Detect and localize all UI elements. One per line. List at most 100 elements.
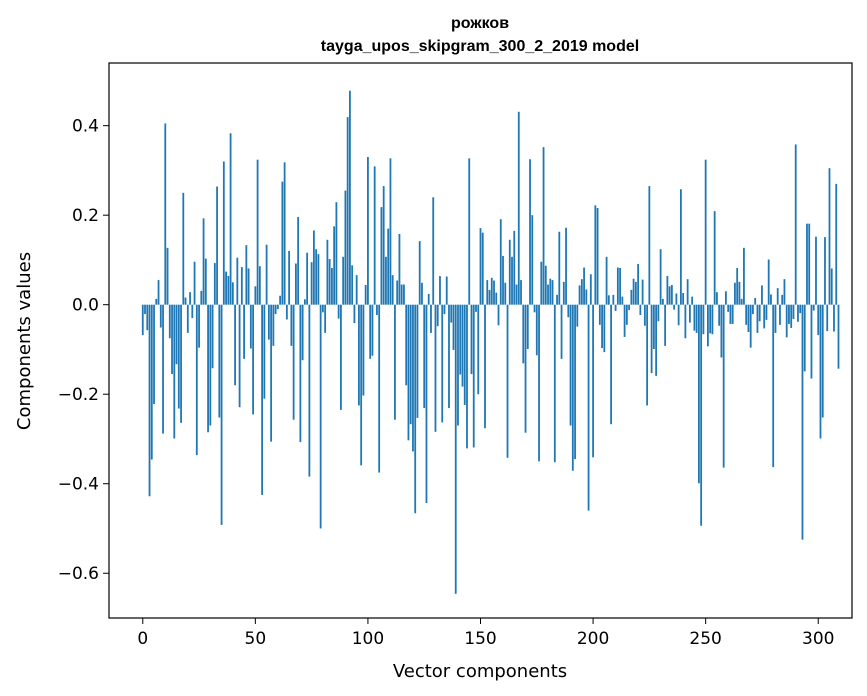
- bar-267: [743, 247, 745, 305]
- bar-175: [535, 304, 538, 356]
- bar-293: [801, 304, 804, 540]
- bar-191: [571, 304, 574, 471]
- bar-165: [513, 230, 516, 305]
- x-tick-label: 100: [352, 629, 384, 649]
- bar-197: [585, 289, 588, 305]
- bar-146: [470, 304, 473, 375]
- bar-150: [479, 228, 482, 305]
- y-tick-label: −0.4: [58, 475, 99, 495]
- bar-244: [691, 296, 694, 305]
- bar-65: [288, 250, 291, 305]
- bar-176: [538, 304, 540, 462]
- bar-144: [466, 304, 468, 449]
- x-tick-label: 50: [245, 629, 267, 649]
- bar-164: [511, 256, 513, 305]
- bar-171: [526, 304, 529, 349]
- y-axis-label: Components values: [14, 252, 35, 430]
- bar-308: [835, 183, 838, 305]
- bar-107: [382, 186, 385, 305]
- bar-248: [700, 304, 703, 526]
- bar-199: [589, 274, 592, 305]
- bar-138: [452, 304, 455, 350]
- bar-143: [463, 304, 466, 405]
- bar-217: [630, 289, 633, 305]
- bar-195: [580, 279, 583, 305]
- bar-60: [276, 304, 279, 310]
- bar-10: [164, 123, 167, 305]
- bar-222: [641, 279, 644, 305]
- bar-250: [704, 159, 707, 305]
- x-tick-label: 0: [137, 629, 148, 649]
- bar-253: [711, 304, 714, 335]
- y-tick-label: 0.2: [72, 206, 99, 226]
- bar-45: [243, 304, 245, 359]
- bar-245: [693, 304, 696, 331]
- bar-116: [403, 284, 405, 305]
- bar-288: [790, 304, 793, 328]
- bar-215: [625, 304, 628, 325]
- bar-141: [459, 304, 462, 375]
- bar-274: [758, 304, 761, 322]
- bar-218: [632, 278, 635, 305]
- bar-285: [783, 279, 786, 305]
- bar-196: [583, 267, 585, 305]
- bar-226: [650, 304, 653, 374]
- bar-122: [416, 304, 419, 418]
- bar-0: [141, 304, 144, 336]
- bar-38: [227, 276, 230, 305]
- bar-21: [189, 292, 191, 305]
- bar-89: [342, 256, 345, 305]
- bar-153: [486, 280, 489, 305]
- bar-216: [628, 304, 630, 311]
- bar-167: [517, 111, 520, 305]
- x-tick-label: 150: [464, 629, 496, 649]
- bar-157: [495, 292, 498, 305]
- bar-262: [731, 304, 734, 324]
- bar-269: [747, 304, 750, 332]
- bar-301: [819, 304, 822, 439]
- bar-188: [565, 227, 567, 305]
- bar-174: [533, 304, 536, 313]
- bar-283: [779, 304, 781, 325]
- bar-4: [150, 304, 153, 460]
- y-tick-label: 0.4: [72, 117, 99, 137]
- bar-279: [770, 294, 772, 305]
- bar-2: [146, 304, 149, 331]
- bar-110: [389, 158, 392, 305]
- bar-209: [612, 294, 615, 305]
- bar-183: [553, 304, 556, 463]
- bar-168: [520, 280, 522, 305]
- bar-154: [488, 289, 491, 305]
- bar-13: [171, 304, 173, 375]
- bar-241: [684, 304, 687, 339]
- bar-5: [153, 304, 155, 405]
- bar-302: [821, 304, 824, 418]
- bar-74: [308, 304, 311, 477]
- bar-292: [799, 304, 802, 314]
- bar-33: [216, 186, 218, 305]
- bar-243: [688, 304, 691, 323]
- chart-title: рожков: [451, 15, 509, 32]
- bar-223: [643, 304, 646, 326]
- bar-86: [335, 202, 338, 305]
- bar-43: [238, 304, 241, 408]
- bar-290: [794, 144, 797, 305]
- bar-192: [574, 304, 576, 460]
- bar-108: [385, 256, 387, 305]
- bar-227: [652, 304, 655, 349]
- bar-123: [418, 241, 421, 305]
- bar-12: [168, 304, 171, 339]
- bar-287: [788, 304, 790, 324]
- bar-120: [412, 304, 414, 452]
- bar-58: [272, 304, 275, 346]
- bar-88: [340, 304, 342, 410]
- bar-15: [175, 304, 178, 365]
- bar-211: [616, 267, 619, 305]
- bars-group: [141, 90, 840, 594]
- bar-68: [294, 263, 297, 305]
- bar-289: [792, 304, 795, 320]
- bar-34: [218, 304, 221, 418]
- bar-80: [321, 304, 324, 313]
- bar-208: [610, 304, 612, 425]
